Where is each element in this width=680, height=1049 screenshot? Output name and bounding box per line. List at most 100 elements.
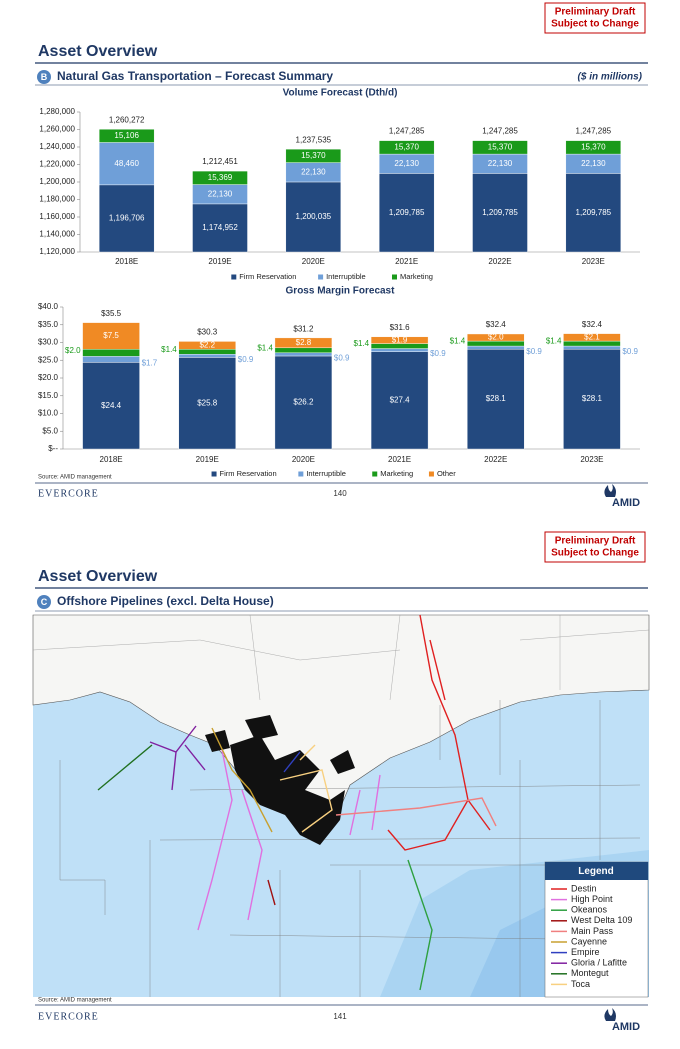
bar-segment bbox=[285, 148, 342, 163]
total-label: 1,212,451 bbox=[202, 157, 238, 166]
x-tick-label: 2021E bbox=[395, 257, 418, 266]
chart: Volume Forecast (Dth/d) 1,120,000 1,140,00… bbox=[39, 88, 640, 281]
bar-segment bbox=[178, 349, 236, 355]
data-label: $1.4 bbox=[450, 337, 466, 346]
legend-label: Main Pass bbox=[571, 926, 614, 936]
badge-line: Preliminary Draft bbox=[555, 7, 636, 18]
data-label: 22,130 bbox=[301, 167, 326, 176]
bar-segment bbox=[472, 140, 528, 155]
pipeline bbox=[279, 769, 333, 833]
data-label: $25.8 bbox=[197, 398, 218, 407]
legend-swatch bbox=[231, 274, 237, 280]
bar-segment bbox=[565, 173, 622, 253]
pipeline bbox=[371, 774, 381, 831]
pipeline bbox=[197, 749, 233, 931]
legend-swatch bbox=[318, 274, 324, 280]
total-label: $32.4 bbox=[486, 320, 507, 329]
data-label: 1,209,785 bbox=[389, 208, 425, 217]
y-tick-label: $10.0 bbox=[38, 409, 59, 418]
bar-segment bbox=[192, 203, 248, 253]
x-tick-label: 2019E bbox=[196, 455, 219, 464]
legend-label: Destin bbox=[571, 883, 597, 893]
bar-segment bbox=[178, 357, 236, 450]
bar-segment bbox=[467, 340, 525, 347]
pipeline bbox=[241, 789, 263, 921]
legend-header bbox=[545, 862, 648, 880]
legend-label: Other bbox=[437, 469, 456, 478]
x-tick-label: 2022E bbox=[488, 257, 511, 266]
pipeline bbox=[97, 744, 153, 791]
bar-segment bbox=[563, 333, 621, 342]
legend-label: Marketing bbox=[380, 469, 413, 478]
footer-logo: AMID bbox=[612, 497, 640, 509]
pipelines bbox=[97, 614, 497, 991]
pipeline bbox=[335, 797, 497, 827]
bar-segment bbox=[82, 349, 140, 357]
data-label: 1,196,706 bbox=[109, 214, 145, 223]
page-140: Preliminary Draft Subject to Change Asse… bbox=[35, 2, 648, 509]
data-label: $2.1 bbox=[584, 332, 600, 341]
data-label: $1.4 bbox=[546, 337, 562, 346]
badge-line: Preliminary Draft bbox=[555, 536, 636, 547]
source-note: Source: AMID management bbox=[38, 998, 112, 1004]
pipeline bbox=[467, 799, 491, 831]
bar-segment bbox=[98, 142, 155, 186]
pipeline bbox=[267, 879, 276, 906]
data-label: $0.9 bbox=[238, 355, 254, 364]
legend-label: Okeanos bbox=[571, 905, 608, 915]
units-note: ($ in millions) bbox=[578, 72, 643, 83]
legend-label: Empire bbox=[571, 947, 600, 957]
bar-segment bbox=[378, 140, 435, 155]
data-label: 1,200,035 bbox=[296, 212, 332, 221]
data-label: 15,370 bbox=[581, 142, 606, 151]
x-tick-label: 2023E bbox=[582, 257, 605, 266]
total-label: 1,247,285 bbox=[482, 127, 518, 136]
data-label: $0.9 bbox=[430, 349, 446, 358]
legend-label: Cayenne bbox=[571, 936, 607, 946]
legend-label: Marketing bbox=[400, 272, 433, 281]
bar-segment bbox=[98, 184, 155, 253]
data-label: $1.4 bbox=[354, 339, 370, 348]
y-tick-label: 1,160,000 bbox=[39, 212, 75, 221]
data-label: $7.5 bbox=[103, 331, 119, 340]
pipeline bbox=[211, 727, 273, 833]
x-tick-label: 2022E bbox=[484, 455, 507, 464]
bar-segment bbox=[82, 322, 140, 350]
chart: Gross Margin Forecast $-- $5.0 $10.0 $15.0 $2… bbox=[38, 286, 640, 478]
data-label: 15,369 bbox=[208, 173, 233, 182]
total-label: $32.4 bbox=[582, 320, 603, 329]
x-tick-label: 2023E bbox=[580, 455, 603, 464]
total-label: $30.3 bbox=[197, 328, 218, 337]
y-tick-label: $30.0 bbox=[38, 338, 59, 347]
page-title: Asset Overview bbox=[38, 43, 158, 60]
bar-segment bbox=[192, 170, 248, 185]
y-tick-label: 1,200,000 bbox=[39, 177, 75, 186]
bar-segment bbox=[178, 354, 236, 358]
legend-title: Legend bbox=[578, 866, 614, 877]
x-tick-label: 2020E bbox=[302, 257, 325, 266]
bar-segment bbox=[467, 345, 525, 350]
bar-segment bbox=[467, 349, 525, 450]
section-badge bbox=[37, 70, 51, 84]
data-label: $24.4 bbox=[101, 401, 122, 410]
total-label: 1,237,535 bbox=[296, 135, 332, 144]
legend-label: Toca bbox=[571, 979, 590, 989]
data-label: 15,370 bbox=[394, 142, 419, 151]
footer-brand: EVERCORE bbox=[38, 488, 99, 499]
data-label: $27.4 bbox=[390, 395, 411, 404]
data-label: 1,174,952 bbox=[202, 223, 238, 232]
data-label: 22,130 bbox=[581, 159, 606, 168]
data-label: 48,460 bbox=[114, 159, 139, 168]
legend-label: High Point bbox=[571, 894, 613, 904]
bar-segment bbox=[82, 356, 140, 363]
section-letter: C bbox=[41, 597, 48, 607]
bar-segment bbox=[378, 173, 435, 253]
legend-label: Firm Reservation bbox=[239, 272, 296, 281]
data-label: $2.2 bbox=[199, 340, 215, 349]
legend-swatch bbox=[211, 471, 217, 477]
data-label: $28.1 bbox=[486, 394, 507, 403]
bar-segment bbox=[563, 340, 621, 347]
pipeline bbox=[184, 744, 206, 771]
